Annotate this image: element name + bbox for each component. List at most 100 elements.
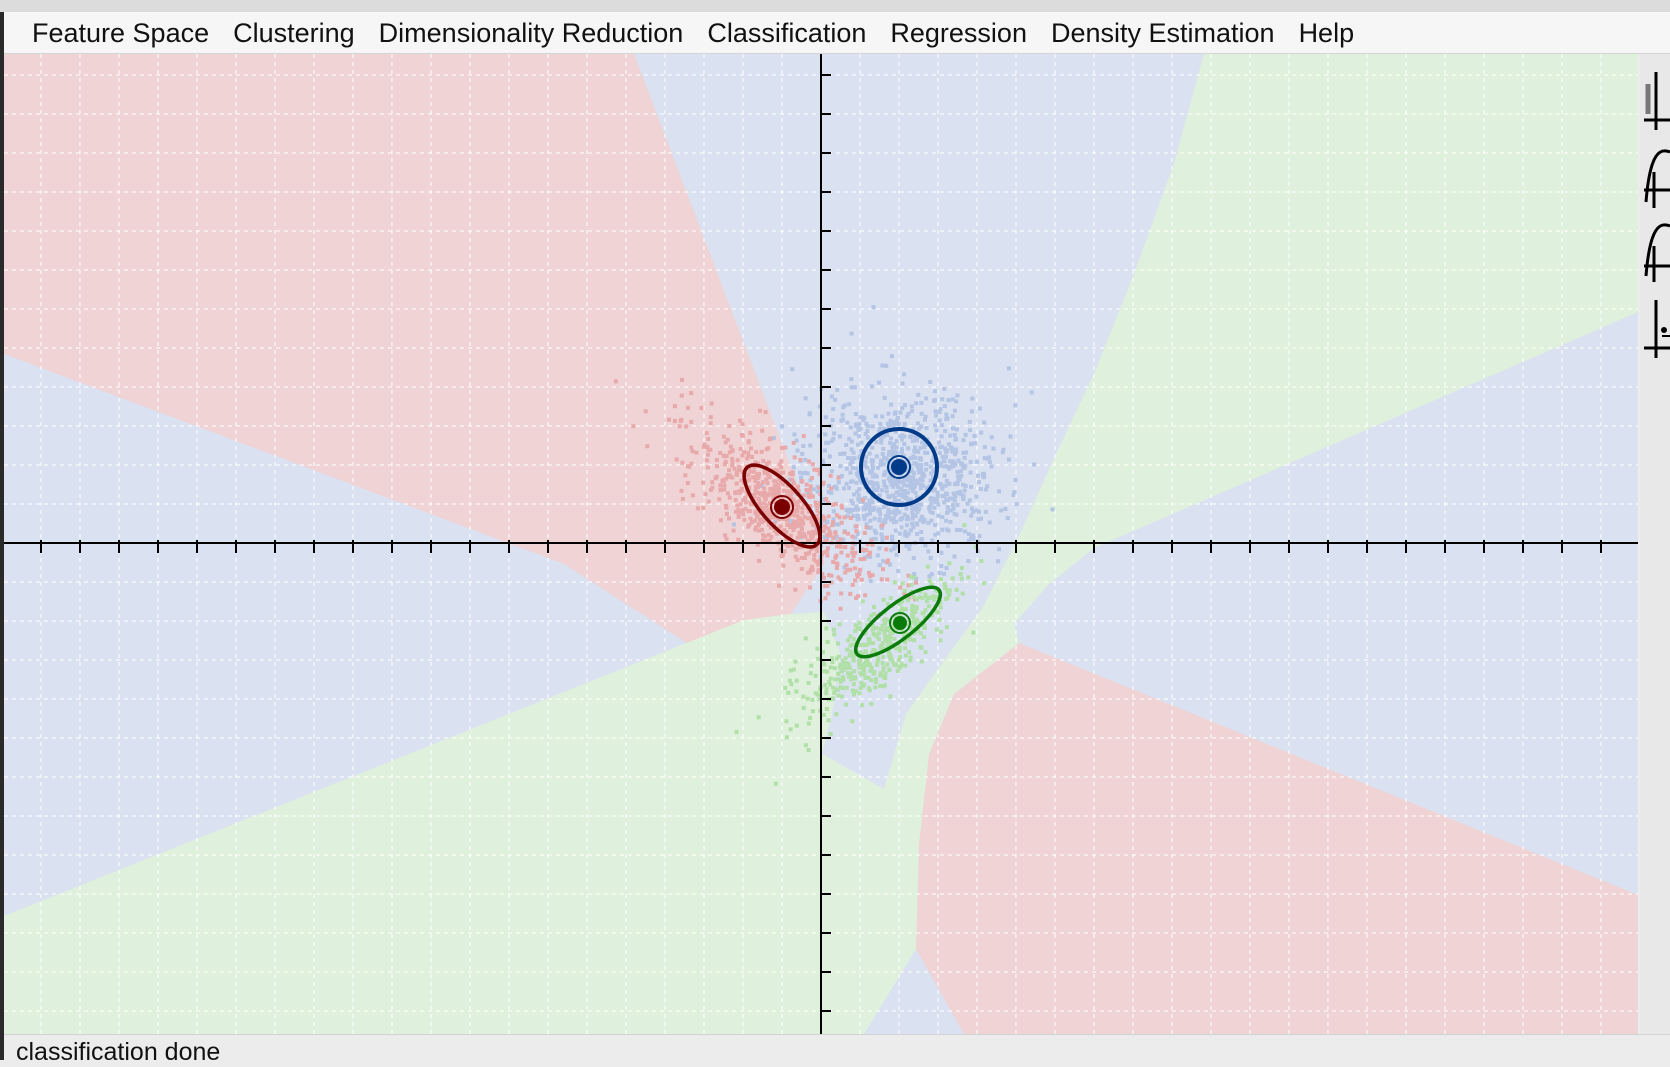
sample-point — [880, 661, 885, 665]
sample-point — [895, 669, 900, 673]
sample-point — [943, 585, 948, 590]
sample-point — [953, 494, 958, 499]
sample-point — [889, 354, 894, 359]
menu-regression[interactable]: Regression — [890, 17, 1027, 48]
sample-point — [961, 493, 965, 498]
sample-point — [834, 553, 839, 558]
curve-tool-button[interactable] — [1640, 142, 1670, 214]
sample-point — [872, 605, 876, 609]
sample-point — [825, 546, 830, 551]
sample-point — [903, 489, 908, 493]
sample-point — [803, 534, 808, 539]
sample-point — [851, 692, 856, 697]
sample-point — [843, 570, 848, 575]
sample-point — [915, 435, 920, 440]
sample-point — [849, 498, 854, 503]
sample-point — [828, 473, 833, 478]
menu-help[interactable]: Help — [1298, 17, 1355, 48]
sample-point — [808, 478, 813, 483]
sample-point — [871, 648, 876, 652]
sample-point — [820, 572, 825, 576]
sample-point — [934, 413, 939, 418]
sample-point — [898, 486, 903, 491]
sample-point — [792, 502, 797, 506]
sample-point — [913, 436, 918, 441]
sample-point — [830, 656, 834, 661]
sample-point — [956, 474, 961, 479]
sample-point — [914, 580, 919, 585]
sample-point — [974, 508, 979, 513]
sample-point — [851, 675, 856, 680]
sample-point — [900, 406, 905, 411]
sample-point — [816, 692, 820, 697]
sample-point — [978, 487, 983, 491]
sample-point — [747, 466, 752, 471]
sample-point — [918, 446, 923, 450]
sample-point — [964, 450, 969, 455]
sample-point — [894, 507, 899, 512]
sample-point — [781, 488, 786, 493]
sample-point — [829, 573, 834, 578]
sample-point — [788, 503, 793, 508]
sample-point — [919, 530, 924, 535]
menu-feature-space[interactable]: Feature Space — [32, 17, 210, 48]
sample-point — [942, 494, 947, 499]
sample-point — [902, 477, 907, 481]
sample-point — [754, 525, 759, 530]
menu-dimensionality-reduction[interactable]: Dimensionality Reduction — [378, 17, 684, 48]
red-class-center — [774, 499, 790, 515]
sample-point — [858, 650, 863, 655]
menu-density-estimation[interactable]: Density Estimation — [1050, 17, 1275, 48]
sample-point — [875, 659, 880, 664]
sample-point — [934, 627, 939, 632]
curve-tool-2-button[interactable] — [1640, 216, 1670, 288]
sample-point — [835, 687, 840, 692]
sample-point — [852, 566, 857, 571]
sample-point — [958, 489, 962, 494]
sample-point — [740, 433, 745, 438]
sample-point — [788, 471, 793, 476]
axis-tool-button[interactable] — [1640, 64, 1670, 136]
sample-point — [958, 492, 963, 497]
sample-point — [811, 522, 816, 527]
sample-point — [871, 483, 876, 488]
sample-point — [933, 398, 938, 402]
sample-point — [879, 440, 884, 445]
sample-point — [919, 645, 924, 650]
sample-point — [869, 384, 874, 389]
point-tool-button[interactable] — [1640, 292, 1670, 364]
sample-point — [933, 389, 938, 394]
canvas-svg[interactable] — [4, 54, 1638, 1034]
sample-point — [811, 487, 816, 492]
sample-point — [877, 563, 882, 568]
sample-point — [784, 537, 789, 541]
sample-point — [765, 481, 770, 486]
sample-point — [850, 688, 855, 693]
sample-point — [850, 456, 854, 461]
sample-point — [937, 409, 942, 414]
sample-point — [809, 519, 814, 524]
sample-point — [804, 482, 809, 487]
menu-clustering[interactable]: Clustering — [233, 17, 355, 48]
sample-point — [894, 519, 899, 524]
sample-point — [825, 583, 830, 588]
sample-point — [884, 363, 889, 368]
menu-classification[interactable]: Classification — [707, 17, 867, 48]
classification-canvas[interactable] — [4, 54, 1638, 1034]
sample-point — [972, 433, 977, 438]
sample-point — [762, 519, 767, 523]
sample-point — [944, 625, 949, 630]
sample-point — [867, 637, 872, 642]
sample-point — [778, 547, 783, 552]
sample-point — [943, 446, 948, 451]
sample-point — [844, 685, 849, 690]
sample-point — [694, 450, 699, 455]
sample-point — [919, 502, 923, 507]
sample-point — [989, 435, 994, 440]
sample-point — [803, 457, 808, 462]
sample-point — [944, 597, 948, 602]
sample-point — [815, 559, 820, 564]
sample-point — [954, 449, 959, 454]
sample-point — [792, 455, 797, 460]
sample-point — [816, 503, 821, 508]
